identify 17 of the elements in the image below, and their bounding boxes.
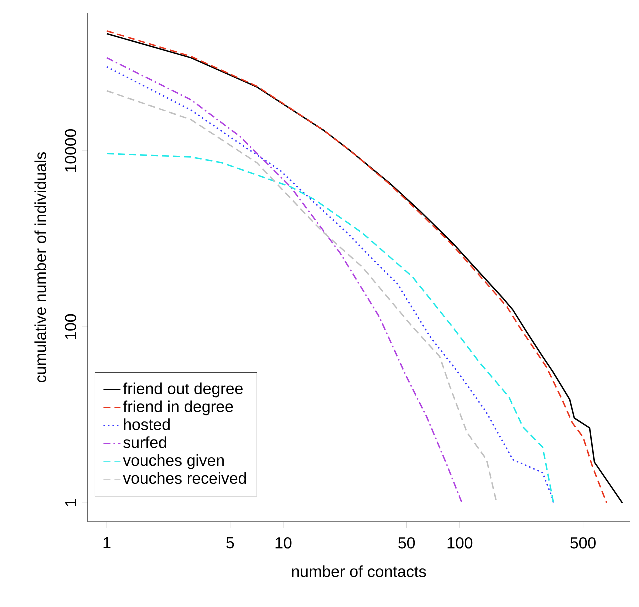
x-tick-label: 1 [104, 537, 111, 548]
legend-label: friend out degree [123, 382, 243, 398]
legend-label: surfed [124, 436, 166, 448]
legend-label: hosted [124, 418, 170, 430]
x-tick-label: 50 [398, 538, 416, 549]
legend-label: vouches received [123, 472, 246, 484]
x-tick-label: 10 [276, 538, 292, 549]
y-tick-label: 10000 [65, 130, 76, 172]
x-tick-label: 100 [448, 538, 473, 549]
x-axis-title: number of contacts [292, 566, 426, 578]
x-tick-label: 500 [570, 538, 596, 549]
y-tick-label: 1 [66, 499, 76, 506]
x-tick-label: 5 [226, 537, 234, 549]
legend-label: friend in degree [123, 400, 234, 416]
y-axis-title: cumulative number of individuals [34, 152, 46, 382]
y-tick-label: 100 [65, 314, 76, 340]
legend-label: vouches given [123, 454, 224, 470]
